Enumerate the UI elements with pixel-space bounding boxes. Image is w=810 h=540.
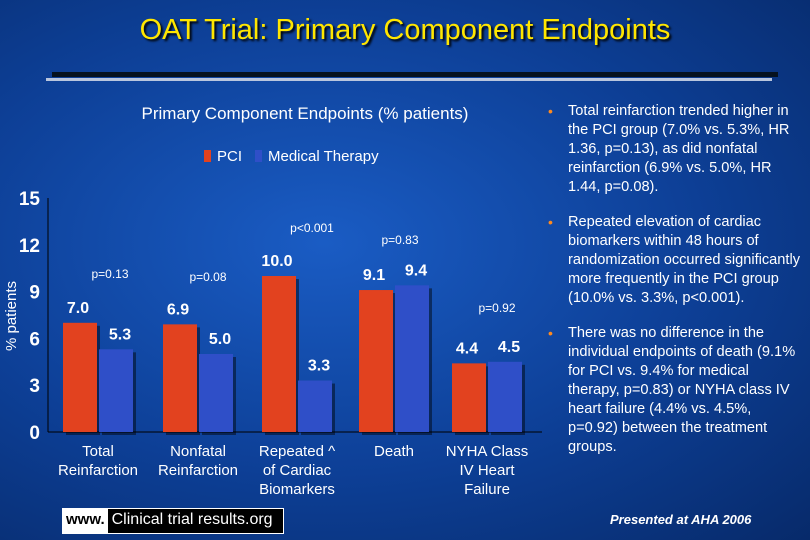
data-label-pci: 6.9 [167,301,189,318]
y-tick-label: 3 [29,376,40,397]
bar-medical [298,380,332,432]
bar-chart: Primary Component Endpoints (% patients)… [3,104,542,498]
data-label-medical: 3.3 [308,358,330,375]
y-axis-label: % patients [3,281,20,351]
y-tick-label: 6 [29,329,40,350]
category-label: Reinfarction [158,462,238,479]
legend-label-pci: PCI [217,148,242,165]
bar-medical [199,354,233,432]
bullet-item: • There was no difference in the individu… [546,324,802,457]
category-label: of Cardiac [263,462,332,479]
chart-title: Primary Component Endpoints (% patients) [142,104,469,123]
bullet-dot-icon: • [548,214,553,230]
y-tick-label: 15 [19,189,41,210]
source-logo-site: Clinical trial results.org [107,509,283,533]
p-value-label: p<0.001 [290,221,334,235]
category-label: Biomarkers [259,481,335,498]
bar-pci [359,290,393,432]
y-tick-label: 9 [29,283,40,304]
bullet-list: • Total reinfarction trended higher in th… [546,102,802,473]
source-logo[interactable]: www. Clinical trial results.org [62,508,284,534]
legend-swatch-medical [255,150,262,162]
data-label-pci: 7.0 [67,300,89,317]
bar-pci [452,363,486,432]
bullet-item: • Total reinfarction trended higher in th… [546,102,802,197]
bullet-text: Repeated elevation of cardiac biomarkers… [568,214,800,306]
category-label: Failure [464,481,510,498]
data-label-medical: 9.4 [405,262,427,279]
category-label: Death [374,443,414,460]
category-label: Repeated ^ [259,443,335,460]
bar-pci [163,324,197,432]
bullet-dot-icon: • [548,103,553,119]
slide-title: OAT Trial: Primary Component Endpoints [139,14,671,46]
title-rule-shadow [52,72,778,77]
category-label: IV Heart [459,462,515,479]
bar-medical [488,361,522,432]
data-label-pci: 10.0 [261,253,292,270]
bar-pci [63,322,97,432]
bullet-item: • Repeated elevation of cardiac biomarker… [546,213,802,308]
bullet-text: There was no difference in the individua… [568,325,796,455]
y-tick-label: 0 [29,423,40,444]
category-label: NYHA Class [446,443,529,460]
source-logo-www: www. [63,509,108,533]
legend-swatch-pci [204,150,211,162]
p-value-label: p=0.13 [91,267,128,281]
title-rule [46,78,772,81]
bar-pci [262,276,296,432]
category-label: Total [82,443,114,460]
y-tick-label: 12 [19,236,40,257]
legend-label-medical: Medical Therapy [268,148,379,165]
data-label-pci: 9.1 [363,267,385,284]
bullet-text: Total reinfarction trended higher in the… [568,103,790,195]
category-label: Nonfatal [170,443,226,460]
presented-note: Presented at AHA 2006 [610,512,752,527]
bullet-dot-icon: • [548,325,553,341]
p-value-label: p=0.92 [478,301,515,315]
data-label-medical: 4.5 [498,339,520,356]
data-label-medical: 5.3 [109,326,131,343]
bar-medical [395,285,429,432]
category-label: Reinfarction [58,462,138,479]
p-value-label: p=0.83 [381,233,418,247]
p-value-label: p=0.08 [189,270,226,284]
bar-medical [99,349,133,432]
data-label-medical: 5.0 [209,331,231,348]
data-label-pci: 4.4 [456,340,478,357]
